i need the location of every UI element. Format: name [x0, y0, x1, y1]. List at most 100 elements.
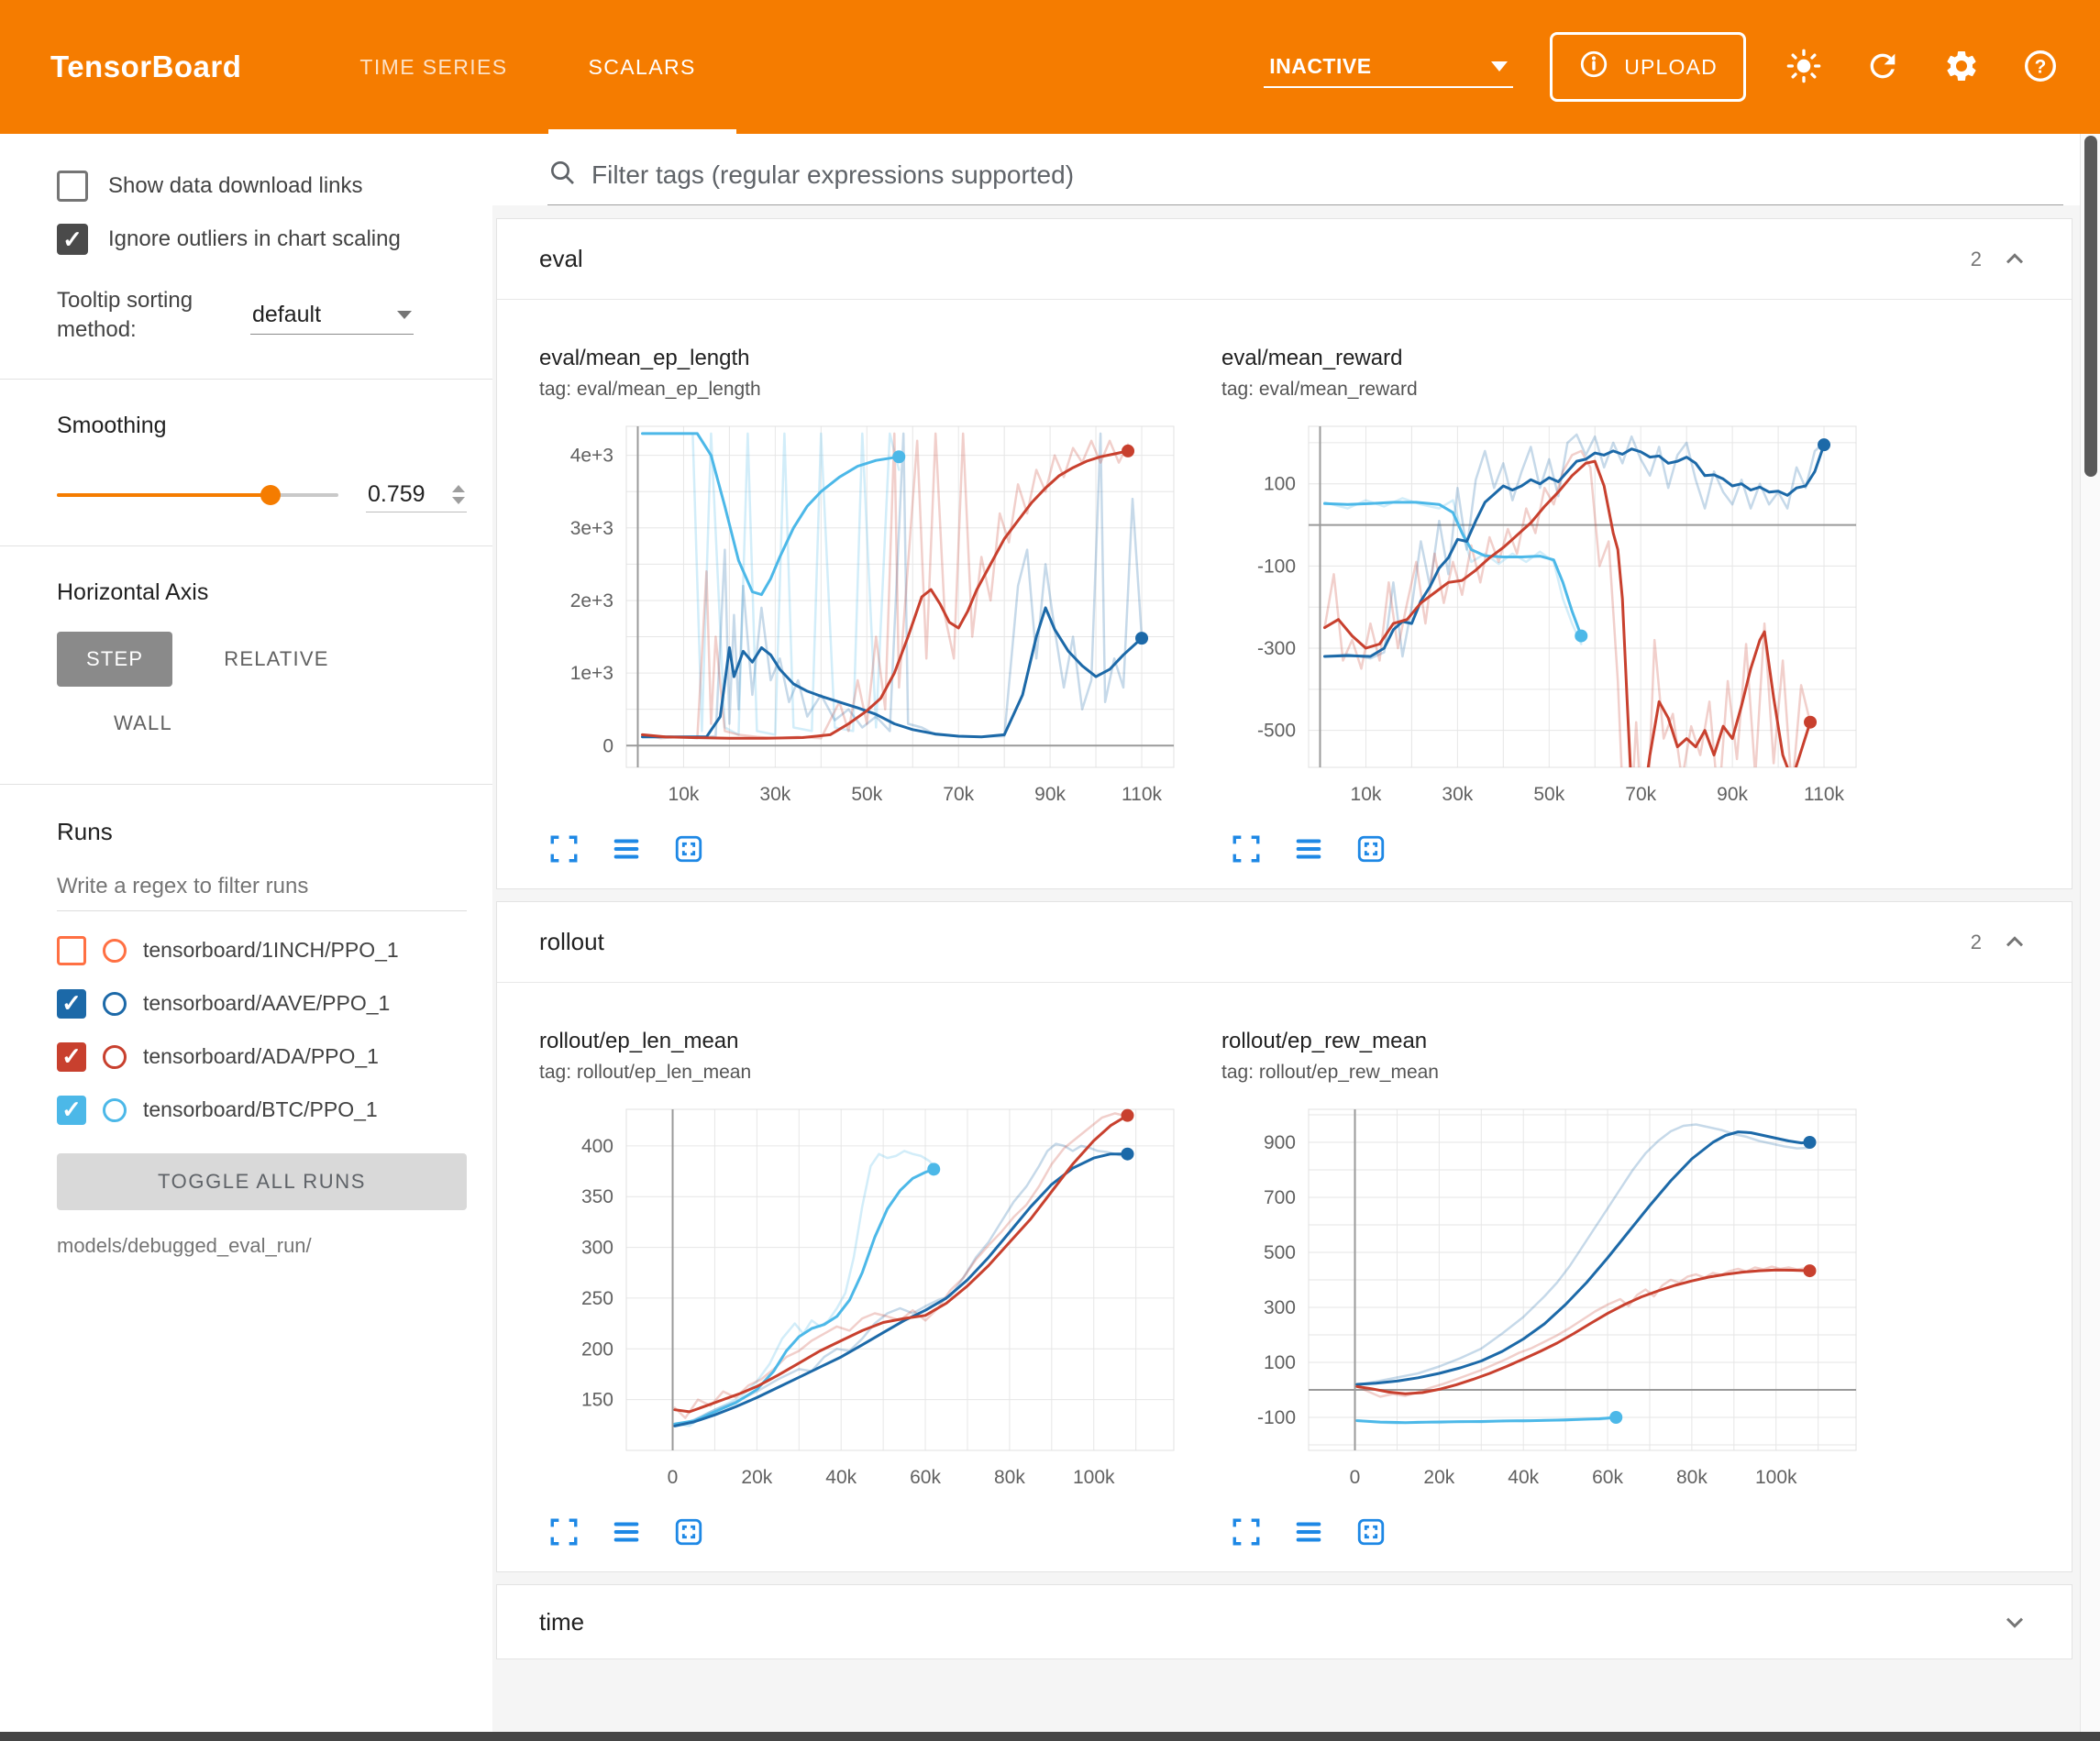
run-color-swatch[interactable] [103, 938, 127, 963]
svg-text:0: 0 [1350, 1467, 1361, 1488]
svg-text:200: 200 [581, 1339, 613, 1360]
tab-time-series[interactable]: TIME SERIES [359, 54, 508, 79]
run-checkbox[interactable] [57, 988, 86, 1019]
ignore-outliers-checkbox[interactable] [57, 224, 88, 255]
help-icon: ? [2022, 48, 2059, 87]
chart-plot[interactable]: 10k 30k 50k 70k 90k 110k 0 1e+3 2e+3 3e+3 4e+3 [539, 413, 1181, 828]
chart-title: rollout/ep_rew_mean [1221, 1029, 1428, 1053]
section-time-header[interactable]: time [497, 1585, 2072, 1658]
card-list: eval 2 eval/mean_ep_length tag: eval/mean… [492, 205, 2080, 1659]
svg-text:110k: 110k [1804, 784, 1844, 805]
run-row: tensorboard/ADA/PPO_1 [57, 1030, 467, 1084]
svg-text:10k: 10k [1351, 784, 1382, 805]
haxis-wall-button[interactable]: WALL [84, 696, 202, 751]
scrollbar-thumb[interactable] [2084, 136, 2097, 477]
toggle-all-runs-button[interactable]: TOGGLE ALL RUNS [57, 1152, 467, 1210]
haxis-step-button[interactable]: STEP [57, 631, 173, 687]
svg-text:70k: 70k [943, 784, 974, 805]
run-color-swatch[interactable] [103, 991, 127, 1016]
run-checkbox[interactable] [57, 1095, 86, 1125]
fit-domain-button[interactable] [1352, 1515, 1390, 1549]
section-eval: eval 2 eval/mean_ep_length tag: eval/mean… [496, 218, 2072, 889]
divider [0, 545, 492, 546]
run-color-swatch[interactable] [103, 1044, 127, 1069]
section-title: eval [539, 245, 583, 272]
settings-button[interactable] [1940, 46, 1983, 88]
horizontal-scrollbar[interactable] [0, 1732, 2100, 1741]
tooltip-sorting-select[interactable]: default [250, 296, 414, 336]
run-checkbox[interactable] [57, 1041, 86, 1072]
smoothing-label: Smoothing [57, 412, 167, 438]
tag-filter-input[interactable] [591, 160, 2063, 190]
svg-text:60k: 60k [910, 1467, 941, 1488]
upload-label: UPLOAD [1624, 54, 1718, 79]
svg-text:90k: 90k [1034, 784, 1066, 805]
header-actions: INACTIVE UPLOAD ? [1264, 0, 2061, 134]
number-spinner[interactable] [452, 484, 465, 504]
upload-status-dropdown[interactable]: INACTIVE [1264, 47, 1514, 88]
chart-tag: tag: rollout/ep_rew_mean [1221, 1062, 1439, 1083]
vertical-scrollbar[interactable] [2080, 134, 2100, 1732]
svg-text:110k: 110k [1122, 784, 1162, 805]
brightness-button[interactable] [1783, 46, 1825, 88]
chart-title: rollout/ep_len_mean [539, 1029, 739, 1053]
svg-text:900: 900 [1264, 1132, 1296, 1153]
runs-heading: Runs [57, 817, 113, 845]
run-checkbox[interactable] [57, 935, 86, 965]
chevron-down-icon[interactable] [2000, 1607, 2029, 1636]
fullscreen-button[interactable] [545, 832, 583, 866]
chevron-up-icon[interactable] [2000, 245, 2029, 274]
svg-text:350: 350 [581, 1186, 613, 1207]
refresh-button[interactable] [1862, 46, 1904, 88]
svg-text:-500: -500 [1257, 721, 1296, 742]
svg-text:100: 100 [1264, 1352, 1296, 1373]
tab-scalars[interactable]: SCALARS [547, 0, 736, 134]
data-table-button[interactable] [1289, 1515, 1328, 1549]
top-bar: TensorBoard TIME SERIES SCALARS INACTIVE… [0, 0, 2100, 134]
section-title: rollout [539, 928, 604, 955]
section-rollout-header[interactable]: rollout 2 [497, 902, 2072, 983]
run-row: tensorboard/1INCH/PPO_1 [57, 924, 467, 977]
svg-text:3e+3: 3e+3 [570, 518, 613, 539]
chevron-up-icon[interactable] [2000, 928, 2029, 957]
section-eval-header[interactable]: eval 2 [497, 219, 2072, 300]
data-table-button[interactable] [607, 832, 646, 866]
svg-text:50k: 50k [1533, 784, 1564, 805]
run-label: tensorboard/BTC/PPO_1 [143, 1097, 378, 1122]
upload-button[interactable]: UPLOAD [1550, 32, 1746, 102]
svg-text:500: 500 [1264, 1242, 1296, 1263]
show-download-links-checkbox[interactable] [57, 171, 88, 202]
section-count: 2 [1970, 247, 1982, 270]
haxis-relative-button[interactable]: RELATIVE [194, 632, 358, 687]
data-table-button[interactable] [607, 1515, 646, 1549]
fit-domain-button[interactable] [1352, 832, 1390, 866]
app-title: TensorBoard [50, 50, 242, 83]
fullscreen-button[interactable] [1227, 1515, 1266, 1549]
svg-text:4e+3: 4e+3 [570, 446, 613, 467]
runs-filter-input[interactable] [57, 862, 467, 911]
smoothing-slider[interactable] [57, 484, 338, 505]
svg-text:30k: 30k [1442, 784, 1473, 805]
fullscreen-button[interactable] [545, 1515, 583, 1549]
smoothing-slider-thumb[interactable] [260, 484, 281, 505]
chevron-down-icon [1491, 61, 1509, 72]
chart-plot[interactable]: 0 20k 40k 60k 80k 100k -100 100 300 500 700 900 [1221, 1096, 1863, 1511]
svg-text:400: 400 [581, 1136, 613, 1157]
smoothing-value-input[interactable]: 0.759 [366, 478, 467, 512]
chart-tag: tag: rollout/ep_len_mean [539, 1062, 752, 1083]
data-table-button[interactable] [1289, 832, 1328, 866]
svg-text:0: 0 [668, 1467, 679, 1488]
run-color-swatch[interactable] [103, 1097, 127, 1122]
help-button[interactable]: ? [2019, 46, 2061, 88]
chart-title: eval/mean_reward [1221, 346, 1403, 370]
chart-plot[interactable]: 10k 30k 50k 70k 90k 110k 100 -100 -300 -500 [1221, 413, 1863, 828]
chart-plot[interactable]: 0 20k 40k 60k 80k 100k 150 200 250 300 350 400 [539, 1096, 1181, 1511]
fullscreen-button[interactable] [1227, 832, 1266, 866]
svg-text:40k: 40k [1508, 1467, 1539, 1488]
fit-domain-button[interactable] [669, 832, 708, 866]
fit-domain-button[interactable] [669, 1515, 708, 1549]
tooltip-sorting-value: default [252, 302, 322, 328]
divider [0, 783, 492, 785]
refresh-icon [1864, 48, 1901, 87]
tag-filter-bar [492, 134, 2080, 205]
